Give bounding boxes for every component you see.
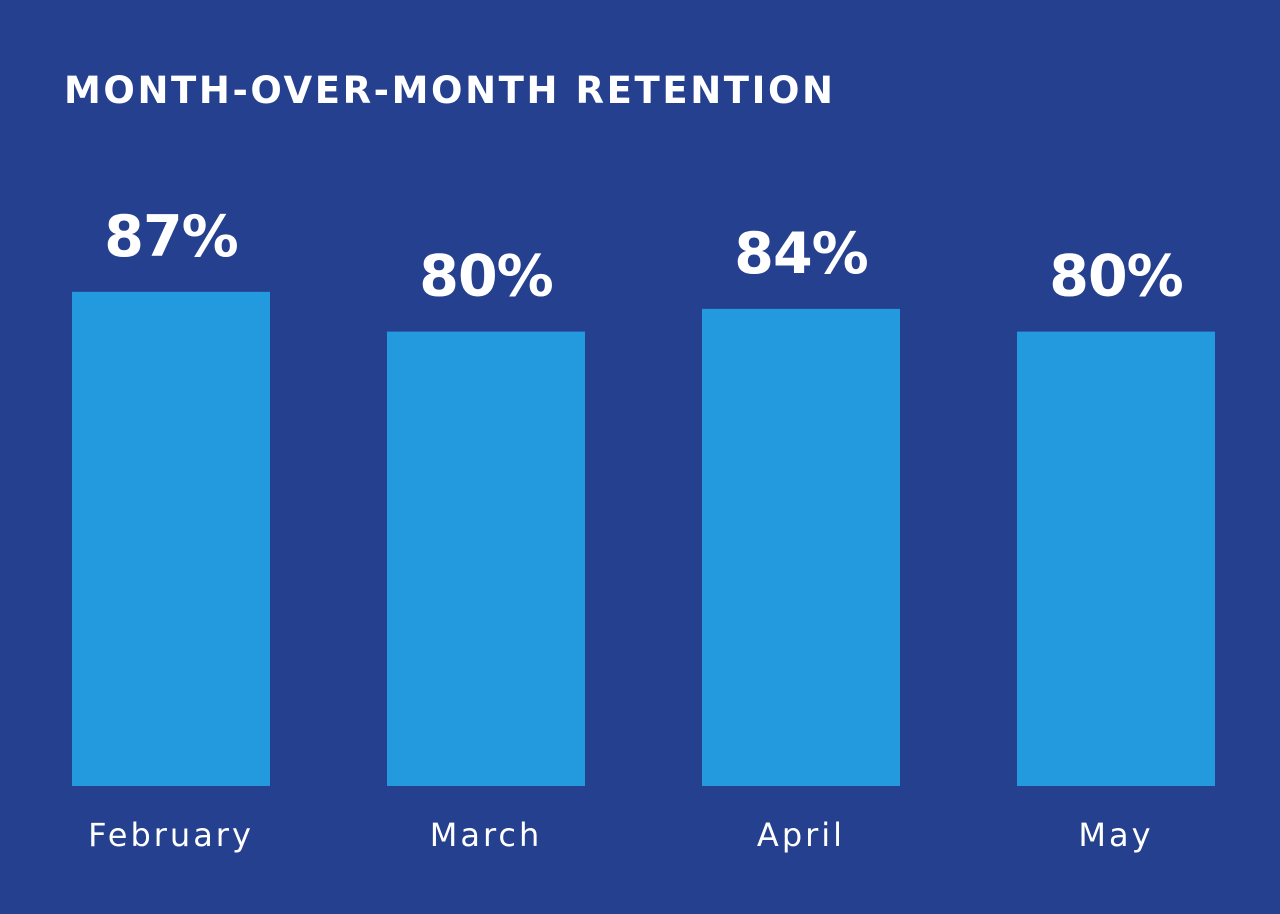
bar-february xyxy=(72,291,270,786)
value-labels-group: 87% 80% 84% 80% xyxy=(104,204,1183,310)
bar-april xyxy=(702,308,900,786)
chart-title: MONTH-OVER-MONTH RETENTION xyxy=(64,69,836,112)
bar-march xyxy=(387,331,585,786)
value-label-april: 84% xyxy=(734,221,867,287)
category-labels-group: February March April May xyxy=(88,816,1153,854)
category-label-march: March xyxy=(430,816,543,854)
category-label-april: April xyxy=(757,816,845,854)
value-label-march: 80% xyxy=(419,244,552,310)
value-label-may: 80% xyxy=(1049,244,1182,310)
value-label-february: 87% xyxy=(104,204,237,270)
bar-may xyxy=(1017,331,1215,786)
category-label-may: May xyxy=(1078,816,1153,854)
category-label-february: February xyxy=(88,816,254,854)
bars-group xyxy=(72,291,1215,786)
